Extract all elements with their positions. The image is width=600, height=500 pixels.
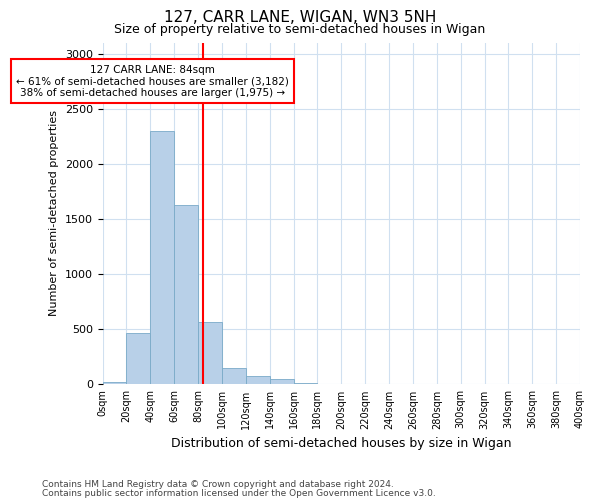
Text: Contains public sector information licensed under the Open Government Licence v3: Contains public sector information licen… <box>42 488 436 498</box>
Y-axis label: Number of semi-detached properties: Number of semi-detached properties <box>49 110 59 316</box>
Bar <box>127 332 151 384</box>
Text: Size of property relative to semi-detached houses in Wigan: Size of property relative to semi-detach… <box>115 22 485 36</box>
Bar <box>174 204 198 384</box>
Text: Contains HM Land Registry data © Crown copyright and database right 2024.: Contains HM Land Registry data © Crown c… <box>42 480 394 489</box>
Bar <box>269 379 293 384</box>
Bar <box>151 130 174 384</box>
Text: 127 CARR LANE: 84sqm
← 61% of semi-detached houses are smaller (3,182)
38% of se: 127 CARR LANE: 84sqm ← 61% of semi-detac… <box>16 64 289 98</box>
Bar <box>222 368 246 384</box>
Bar <box>198 322 222 384</box>
X-axis label: Distribution of semi-detached houses by size in Wigan: Distribution of semi-detached houses by … <box>171 437 512 450</box>
Bar <box>103 382 127 384</box>
Bar <box>246 376 269 384</box>
Text: 127, CARR LANE, WIGAN, WN3 5NH: 127, CARR LANE, WIGAN, WN3 5NH <box>164 10 436 25</box>
